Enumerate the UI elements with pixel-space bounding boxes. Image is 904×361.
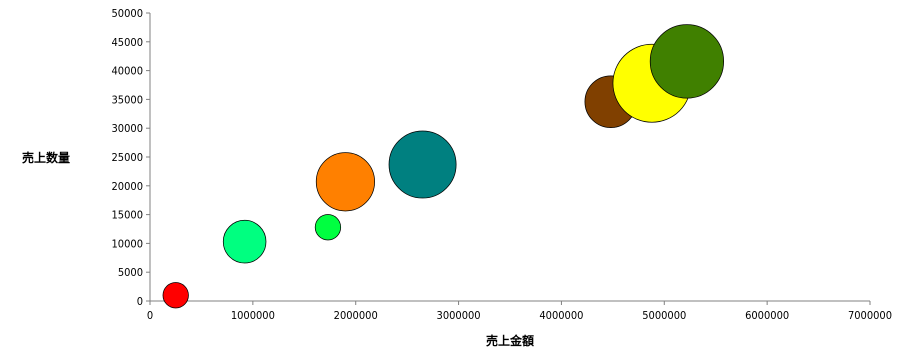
x-tick-label: 1000000 bbox=[231, 309, 275, 322]
x-tick-label: 7000000 bbox=[848, 309, 892, 322]
y-tick-label: 5000 bbox=[118, 266, 143, 279]
x-tick-label: 4000000 bbox=[539, 309, 583, 322]
x-tick-label: 2000000 bbox=[334, 309, 378, 322]
y-tick-label: 30000 bbox=[112, 122, 143, 135]
x-tick-label: 3000000 bbox=[437, 309, 481, 322]
x-tick-label: 6000000 bbox=[745, 309, 789, 322]
y-tick-label: 15000 bbox=[112, 209, 143, 222]
bubble-point-2 bbox=[223, 220, 266, 263]
y-tick-label: 10000 bbox=[112, 237, 143, 250]
y-tick-label: 40000 bbox=[112, 65, 143, 78]
bubble-point-1 bbox=[163, 283, 188, 308]
x-axis-title: 売上金額 bbox=[486, 333, 534, 348]
y-axis-title: 売上数量 bbox=[22, 150, 70, 165]
y-axis-ticks: 0 5000 10000 15000 20000 25000 30000 35000 40000… bbox=[112, 7, 150, 308]
y-tick-label: 20000 bbox=[112, 180, 143, 193]
y-tick-label: 45000 bbox=[112, 36, 143, 49]
bubble-point-3 bbox=[315, 215, 340, 240]
y-tick-label: 0 bbox=[137, 295, 143, 308]
bubble-point-8 bbox=[650, 25, 723, 98]
bubble-point-5 bbox=[389, 131, 456, 198]
bubble-series bbox=[163, 25, 724, 308]
y-tick-label: 50000 bbox=[112, 7, 143, 20]
x-tick-label: 5000000 bbox=[642, 309, 686, 322]
x-axis-ticks: 0 1000000 2000000 3000000 4000000 5000000 6000… bbox=[147, 301, 892, 322]
bubble-point-4 bbox=[316, 153, 374, 211]
x-tick-label: 0 bbox=[147, 309, 153, 322]
y-tick-label: 35000 bbox=[112, 93, 143, 106]
y-tick-label: 25000 bbox=[112, 151, 143, 164]
